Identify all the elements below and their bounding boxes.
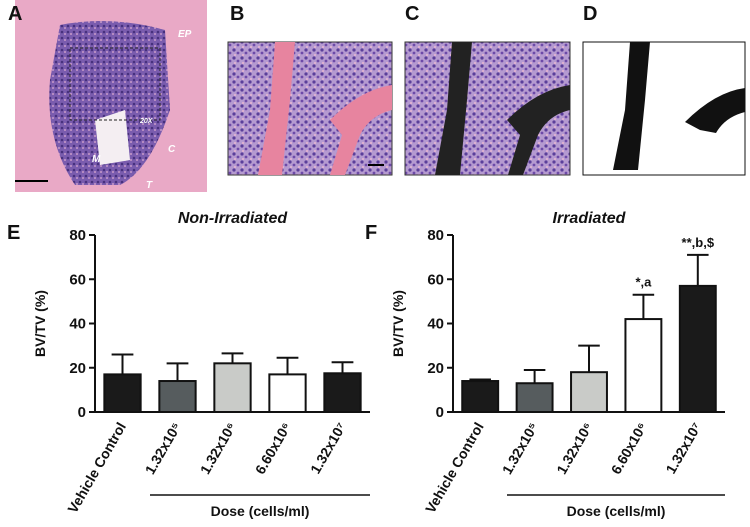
annotation: *,a xyxy=(635,275,652,290)
y-tick-label: 80 xyxy=(427,227,444,244)
x-axis-label: Dose (cells/ml) xyxy=(211,503,310,519)
bar xyxy=(624,318,663,414)
panel-letter: D xyxy=(583,3,597,25)
y-axis-label: BV/TV (%) xyxy=(32,290,48,357)
y-tick-label: 20 xyxy=(69,360,86,377)
bar xyxy=(515,382,554,413)
chart-title: Irradiated xyxy=(553,210,627,227)
x-tick-label: 1.32x10⁷ xyxy=(662,419,704,476)
panel-letter: F xyxy=(365,222,377,244)
x-tick-label: 6.60x10⁶ xyxy=(608,420,650,477)
y-tick-label: 40 xyxy=(427,316,444,333)
bar xyxy=(570,371,608,413)
y-tick-label: 0 xyxy=(78,404,86,421)
image-label: M xyxy=(92,154,101,165)
panel-letter: C xyxy=(405,3,419,25)
image-label: 20X xyxy=(139,118,154,125)
x-tick-label: 6.60x10⁶ xyxy=(252,420,294,477)
y-axis-label: BV/TV (%) xyxy=(390,290,406,357)
y-tick-label: 20 xyxy=(427,360,444,377)
x-tick-label: Vehicle Control xyxy=(64,420,129,516)
histology-c xyxy=(404,41,571,176)
histology-b xyxy=(227,41,393,176)
x-tick-label: 1.32x10⁶ xyxy=(197,420,239,477)
y-tick-label: 80 xyxy=(69,227,86,244)
y-tick-label: 60 xyxy=(69,271,86,288)
chart-title: Non-Irradiated xyxy=(178,210,289,227)
x-axis-label: Dose (cells/ml) xyxy=(567,503,666,519)
panel-letter: B xyxy=(230,3,244,25)
bar xyxy=(213,362,252,414)
y-tick-label: 40 xyxy=(69,316,86,333)
y-tick-label: 0 xyxy=(436,404,444,421)
bar xyxy=(678,284,717,414)
bar xyxy=(461,380,500,413)
bar xyxy=(323,372,362,413)
x-tick-label: Vehicle Control xyxy=(422,420,487,516)
image-label: C xyxy=(168,144,176,155)
image-label: T xyxy=(146,180,153,191)
bar xyxy=(103,373,142,414)
panel-letter: A xyxy=(8,3,22,25)
bar xyxy=(268,373,307,414)
histology-a xyxy=(15,0,207,192)
y-tick-label: 60 xyxy=(427,271,444,288)
mask-d xyxy=(582,41,746,176)
panel-letter: E xyxy=(7,222,20,244)
x-tick-label: 1.32x10⁵ xyxy=(142,420,184,478)
bar xyxy=(158,380,197,413)
annotation: **,b,$ xyxy=(682,235,715,250)
x-tick-label: 1.32x10⁵ xyxy=(499,420,541,478)
x-tick-label: 1.32x10⁷ xyxy=(307,419,349,476)
x-tick-label: 1.32x10⁶ xyxy=(553,420,595,477)
image-label: EP xyxy=(178,29,192,40)
